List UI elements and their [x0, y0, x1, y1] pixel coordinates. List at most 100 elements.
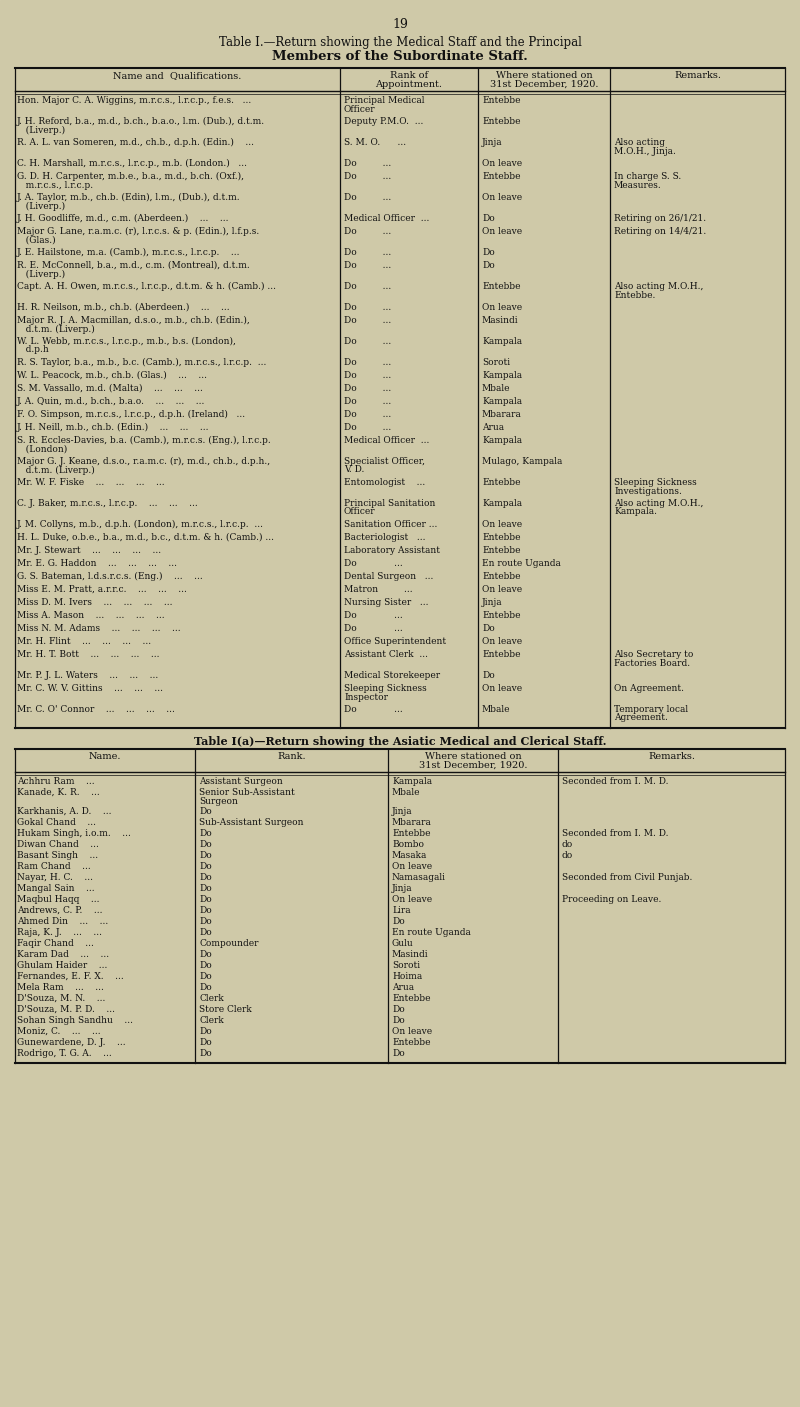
Text: 31st December, 1920.: 31st December, 1920.	[490, 80, 598, 89]
Text: C. H. Marshall, m.r.c.s., l.r.c.p., m.b. (London.)   ...: C. H. Marshall, m.r.c.s., l.r.c.p., m.b.…	[17, 159, 247, 167]
Text: Do: Do	[199, 851, 212, 860]
Text: D'Souza, M. P. D.    ...: D'Souza, M. P. D. ...	[17, 1005, 115, 1014]
Text: Assistant Surgeon: Assistant Surgeon	[199, 777, 282, 787]
Text: Mbarara: Mbarara	[482, 409, 522, 419]
Text: Mbale: Mbale	[482, 705, 510, 713]
Text: Do             ...: Do ...	[344, 623, 402, 633]
Text: do: do	[562, 851, 574, 860]
Text: G. D. H. Carpenter, m.b.e., b.a., m.d., b.ch. (Oxf.),: G. D. H. Carpenter, m.b.e., b.a., m.d., …	[17, 172, 244, 182]
Text: Entebbe: Entebbe	[482, 650, 521, 658]
Text: Also Secretary to: Also Secretary to	[614, 650, 694, 658]
Text: Agreement.: Agreement.	[614, 713, 668, 723]
Text: d.t.m. (Liverp.): d.t.m. (Liverp.)	[17, 466, 94, 474]
Text: Do         ...: Do ...	[344, 397, 391, 407]
Text: Do         ...: Do ...	[344, 262, 391, 270]
Text: Do         ...: Do ...	[344, 371, 391, 380]
Text: Miss D. M. Ivers    ...    ...    ...    ...: Miss D. M. Ivers ... ... ... ...	[17, 598, 173, 606]
Text: Miss E. M. Pratt, a.r.r.c.    ...    ...    ...: Miss E. M. Pratt, a.r.r.c. ... ... ...	[17, 585, 187, 594]
Text: Do: Do	[199, 961, 212, 969]
Text: Factories Board.: Factories Board.	[614, 658, 690, 667]
Text: Jinja: Jinja	[482, 138, 502, 146]
Text: Andrews, C. P.    ...: Andrews, C. P. ...	[17, 906, 102, 915]
Text: Do         ...: Do ...	[344, 172, 391, 182]
Text: Mr. E. G. Haddon    ...    ...    ...    ...: Mr. E. G. Haddon ... ... ... ...	[17, 559, 177, 568]
Text: Arua: Arua	[392, 983, 414, 992]
Text: Do         ...: Do ...	[344, 338, 391, 346]
Text: Masaka: Masaka	[392, 851, 427, 860]
Text: Do: Do	[199, 840, 212, 848]
Text: V. D.: V. D.	[344, 466, 364, 474]
Text: Do: Do	[199, 862, 212, 871]
Text: Do: Do	[199, 983, 212, 992]
Text: Sleeping Sickness: Sleeping Sickness	[614, 478, 697, 487]
Text: Do: Do	[199, 808, 212, 816]
Text: H. L. Duke, o.b.e., b.a., m.d., b.c., d.t.m. & h. (Camb.) ...: H. L. Duke, o.b.e., b.a., m.d., b.c., d.…	[17, 533, 274, 542]
Text: Do: Do	[199, 950, 212, 960]
Text: Do         ...: Do ...	[344, 409, 391, 419]
Text: Sub-Assistant Surgeon: Sub-Assistant Surgeon	[199, 817, 303, 827]
Text: Karkhanis, A. D.    ...: Karkhanis, A. D. ...	[17, 808, 111, 816]
Text: Mulago, Kampala: Mulago, Kampala	[482, 457, 562, 466]
Text: Soroti: Soroti	[392, 961, 420, 969]
Text: F. O. Simpson, m.r.c.s., l.r.c.p., d.p.h. (Ireland)   ...: F. O. Simpson, m.r.c.s., l.r.c.p., d.p.h…	[17, 409, 245, 419]
Text: Also acting M.O.H.,: Also acting M.O.H.,	[614, 281, 703, 291]
Text: Mr. W. F. Fiske    ...    ...    ...    ...: Mr. W. F. Fiske ... ... ... ...	[17, 478, 165, 487]
Text: Rodrigo, T. G. A.    ...: Rodrigo, T. G. A. ...	[17, 1050, 112, 1058]
Text: Officer: Officer	[344, 104, 376, 114]
Text: Do             ...: Do ...	[344, 559, 402, 568]
Text: Do         ...: Do ...	[344, 357, 391, 367]
Text: Bacteriologist   ...: Bacteriologist ...	[344, 533, 426, 542]
Text: Kampala.: Kampala.	[614, 508, 657, 516]
Text: Entebbe: Entebbe	[482, 172, 521, 182]
Text: Office Superintendent: Office Superintendent	[344, 637, 446, 646]
Text: Entebbe: Entebbe	[482, 546, 521, 554]
Text: Do: Do	[199, 829, 212, 839]
Text: J. A. Quin, m.d., b.ch., b.a.o.    ...    ...    ...: J. A. Quin, m.d., b.ch., b.a.o. ... ... …	[17, 397, 206, 407]
Text: Karam Dad    ...    ...: Karam Dad ... ...	[17, 950, 109, 960]
Text: Entebbe.: Entebbe.	[614, 290, 655, 300]
Text: On leave: On leave	[392, 1027, 432, 1036]
Text: Jinja: Jinja	[392, 808, 413, 816]
Text: Lira: Lira	[392, 906, 410, 915]
Text: Kanade, K. R.    ...: Kanade, K. R. ...	[17, 788, 100, 796]
Text: Do         ...: Do ...	[344, 159, 391, 167]
Text: On leave: On leave	[392, 895, 432, 905]
Text: Do: Do	[482, 248, 494, 257]
Text: Senior Sub-Assistant: Senior Sub-Assistant	[199, 788, 294, 796]
Text: G. S. Bateman, l.d.s.r.c.s. (Eng.)    ...    ...: G. S. Bateman, l.d.s.r.c.s. (Eng.) ... .…	[17, 573, 202, 581]
Text: On leave: On leave	[482, 637, 522, 646]
Text: S. R. Eccles-Davies, b.a. (Camb.), m.r.c.s. (Eng.), l.r.c.p.: S. R. Eccles-Davies, b.a. (Camb.), m.r.c…	[17, 436, 270, 445]
Text: D'Souza, M. N.    ...: D'Souza, M. N. ...	[17, 993, 106, 1003]
Text: Assistant Clerk  ...: Assistant Clerk ...	[344, 650, 428, 658]
Text: Mr. H. Flint    ...    ...    ...    ...: Mr. H. Flint ... ... ... ...	[17, 637, 151, 646]
Text: On leave: On leave	[392, 862, 432, 871]
Text: Name.: Name.	[89, 751, 122, 761]
Text: Do             ...: Do ...	[344, 611, 402, 620]
Text: Name and  Qualifications.: Name and Qualifications.	[114, 70, 242, 80]
Text: Hon. Major C. A. Wiggins, m.r.c.s., l.r.c.p., f.e.s.   ...: Hon. Major C. A. Wiggins, m.r.c.s., l.r.…	[17, 96, 251, 106]
Text: Ram Chand    ...: Ram Chand ...	[17, 862, 90, 871]
Text: Clerk: Clerk	[199, 993, 224, 1003]
Text: Medical Storekeeper: Medical Storekeeper	[344, 671, 440, 680]
Text: Medical Officer  ...: Medical Officer ...	[344, 214, 430, 222]
Text: Major G. J. Keane, d.s.o., r.a.m.c. (r), m.d., ch.b., d.p.h.,: Major G. J. Keane, d.s.o., r.a.m.c. (r),…	[17, 457, 270, 466]
Text: Do: Do	[482, 623, 494, 633]
Text: Do: Do	[199, 972, 212, 981]
Text: Table I(a)—Return showing the Asiatic Medical and Clerical Staff.: Table I(a)—Return showing the Asiatic Me…	[194, 736, 606, 747]
Text: Entebbe: Entebbe	[482, 533, 521, 542]
Text: Kampala: Kampala	[482, 397, 522, 407]
Text: (London): (London)	[17, 445, 67, 453]
Text: Laboratory Assistant: Laboratory Assistant	[344, 546, 440, 554]
Text: Diwan Chand    ...: Diwan Chand ...	[17, 840, 99, 848]
Text: Entebbe: Entebbe	[392, 993, 430, 1003]
Text: Entebbe: Entebbe	[482, 117, 521, 127]
Text: Measures.: Measures.	[614, 180, 662, 190]
Text: Sanitation Officer ...: Sanitation Officer ...	[344, 521, 438, 529]
Text: H. R. Neilson, m.b., ch.b. (Aberdeen.)    ...    ...: H. R. Neilson, m.b., ch.b. (Aberdeen.) .…	[17, 303, 230, 312]
Text: do: do	[562, 840, 574, 848]
Text: Remarks.: Remarks.	[674, 70, 721, 80]
Text: Gokal Chand    ...: Gokal Chand ...	[17, 817, 96, 827]
Text: Entebbe: Entebbe	[482, 96, 521, 106]
Text: Entebbe: Entebbe	[482, 281, 521, 291]
Text: Nursing Sister   ...: Nursing Sister ...	[344, 598, 429, 606]
